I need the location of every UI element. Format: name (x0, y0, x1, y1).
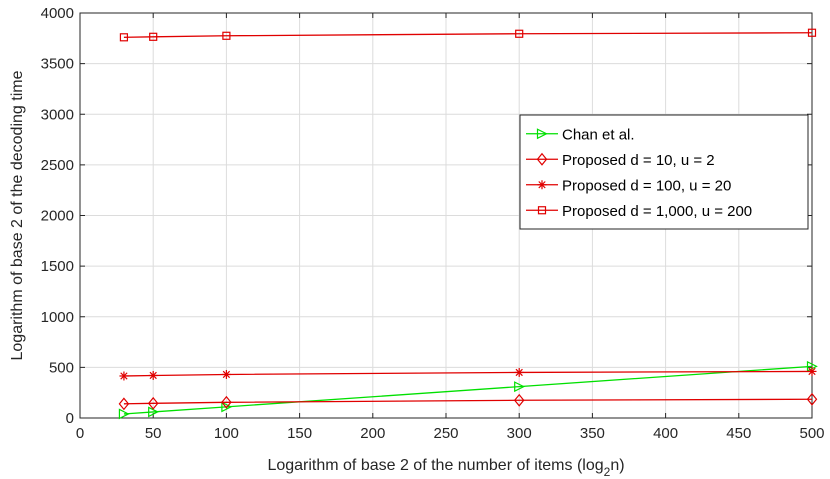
asterisk-stroke (808, 367, 816, 376)
x-tick-label: 500 (799, 425, 824, 442)
x-tick-label: 400 (653, 425, 678, 442)
data-point (807, 366, 817, 376)
legend-label: Proposed d = 1,000, u = 200 (562, 203, 752, 220)
series-2 (118, 392, 818, 411)
x-tick-label: 100 (214, 425, 239, 442)
data-point (807, 28, 817, 37)
data-point (806, 392, 818, 406)
asterisk-stroke (222, 370, 231, 379)
data-point (222, 31, 231, 40)
x-tick-label: 200 (360, 425, 385, 442)
data-point (514, 381, 526, 393)
series-layer (118, 28, 818, 420)
y-axis: 0 500 1000 1500 2000 2500 3000 3500 4000 (41, 5, 812, 427)
data-point (118, 408, 130, 420)
legend-marker (536, 152, 548, 166)
series-1 (118, 360, 818, 420)
legend-entry: Proposed d = 100, u = 20 (526, 177, 731, 194)
legend-label: Proposed d = 100, u = 20 (562, 177, 731, 194)
y-tick-label: 3500 (41, 56, 74, 73)
x-tick-label: 250 (433, 425, 458, 442)
asterisk-stroke (120, 372, 128, 380)
legend-entry: Proposed d = 1,000, u = 200 (526, 203, 752, 220)
legend-entry: Proposed d = 10, u = 2 (526, 152, 715, 169)
y-tick-label: 1500 (41, 258, 74, 275)
data-point (118, 397, 130, 411)
legend: Chan et al. Proposed d = 10, u = 2 Propose… (519, 114, 809, 230)
asterisk-stroke (538, 181, 546, 189)
x-tick-label: 350 (580, 425, 605, 442)
y-axis-label: Logarithm of base 2 of the decoding time (9, 70, 26, 360)
data-point (221, 395, 232, 409)
asterisk-stroke (515, 368, 523, 377)
series-line (123, 32, 813, 38)
legend-marker (537, 206, 547, 215)
series-line (123, 398, 813, 405)
legend-box (519, 114, 809, 230)
data-point (515, 29, 524, 38)
x-tick-label: 50 (145, 425, 162, 442)
data-point (147, 396, 159, 410)
data-point (119, 33, 129, 42)
data-point (119, 371, 129, 381)
data-point (149, 32, 158, 41)
legend-marker (536, 128, 548, 140)
x-tick-label: 0 (76, 425, 84, 442)
y-tick-label: 2500 (41, 157, 74, 174)
legend-label: Chan et al. (562, 126, 635, 143)
x-tick-label: 150 (287, 425, 312, 442)
y-tick-label: 4000 (41, 5, 74, 22)
y-tick-label: 500 (49, 359, 74, 376)
data-point (148, 370, 158, 380)
x-axis: 0 50 100 150 200 250 300 350 400 450 500 (76, 13, 825, 442)
y-tick-label: 0 (66, 410, 74, 427)
y-tick-label: 1000 (41, 309, 74, 326)
y-tick-label: 2000 (41, 208, 74, 225)
legend-marker (537, 180, 547, 190)
legend-label: Proposed d = 10, u = 2 (562, 152, 715, 169)
data-point (513, 393, 525, 407)
asterisk-stroke (149, 371, 157, 380)
data-point (221, 369, 231, 379)
x-tick-label: 450 (726, 425, 751, 442)
y-tick-label: 3000 (41, 106, 74, 123)
x-tick-label: 300 (507, 425, 532, 442)
data-point (514, 367, 524, 377)
data-point (221, 401, 233, 413)
x-axis-label: Logarithm of base 2 of the number of ite… (267, 457, 624, 479)
series-3 (119, 366, 817, 381)
legend-entry: Chan et al. (526, 126, 635, 143)
series-4 (119, 28, 817, 42)
